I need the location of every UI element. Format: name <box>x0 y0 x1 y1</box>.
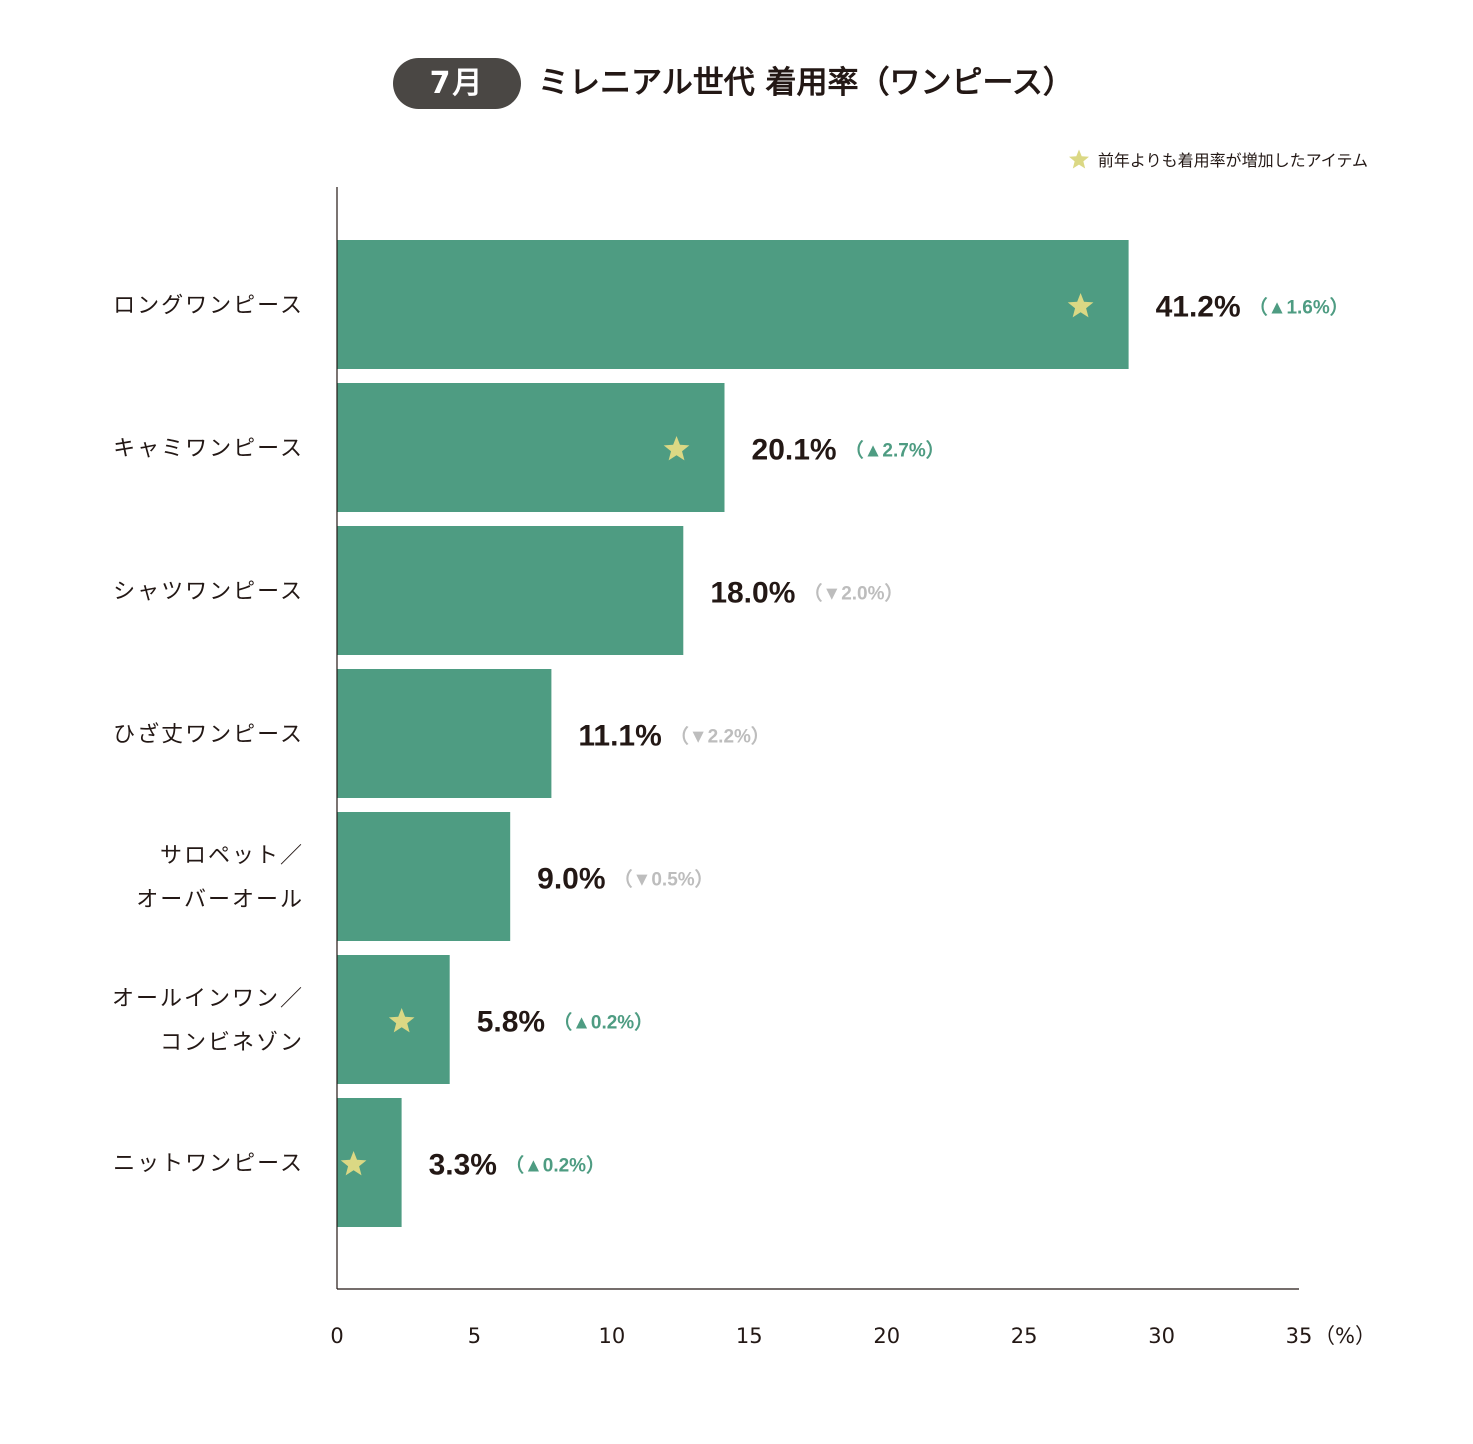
change-label: （▲0.2%） <box>553 1011 653 1034</box>
x-tick-label: 25 <box>1011 1324 1038 1348</box>
x-tick-label: 10 <box>598 1324 625 1348</box>
labels-group: ロングワンピース 41.2% （▲1.6%） キャミワンピース 20.1% （▲2.7%）… <box>112 291 1349 1182</box>
legend-label: 前年よりも着用率が増加したアイテム <box>1097 151 1368 170</box>
value-label: 9.0% <box>537 863 605 896</box>
category-label: ひざ丈ワンピース <box>113 722 304 748</box>
x-tick-label: 15 <box>736 1324 763 1348</box>
x-tick-label: 0 <box>330 1324 343 1348</box>
category-label: ニットワンピース <box>113 1152 304 1177</box>
month-badge: 7月 <box>393 58 521 109</box>
category-label: シャツワンピース <box>113 580 304 605</box>
legend: 前年よりも着用率が増加したアイテム <box>1068 147 1368 171</box>
value-label: 41.2% <box>1156 291 1241 324</box>
axes-group: 0 5 10 15 20 25 30 35 （%） <box>330 187 1376 1348</box>
bar-0 <box>337 240 1129 369</box>
bar-4 <box>337 812 511 941</box>
bar-3 <box>337 669 552 798</box>
category-label: オールインワン／コンビネゾン <box>112 987 304 1056</box>
category-label: キャミワンピース <box>113 437 304 462</box>
value-label: 20.1% <box>752 434 837 467</box>
star-icon <box>1067 293 1094 318</box>
month-label: 7月 <box>429 66 485 101</box>
bar-1 <box>337 383 725 512</box>
change-label: （▲2.7%） <box>845 439 945 462</box>
star-icon <box>340 1151 367 1176</box>
star-icon <box>663 436 690 461</box>
change-label: （▲1.6%） <box>1249 296 1349 319</box>
change-label: （▲0.2%） <box>505 1154 605 1177</box>
x-tick-label: 30 <box>1148 1324 1175 1348</box>
change-label: （▼0.5%） <box>614 868 714 891</box>
value-label: 3.3% <box>429 1149 497 1182</box>
category-label: サロペット／オーバーオール <box>136 844 304 913</box>
chart-title: ミレニアル世代 着用率（ワンピース） <box>538 65 1074 101</box>
star-icon <box>388 1008 415 1033</box>
category-label: ロングワンピース <box>113 294 304 319</box>
value-label: 11.1% <box>578 720 661 753</box>
x-tick-label: 35 <box>1286 1324 1313 1348</box>
change-label: （▼2.0%） <box>803 582 903 605</box>
bar-2 <box>337 526 684 655</box>
star-icon <box>1068 149 1089 169</box>
bars-group <box>337 240 1129 1227</box>
chart-header: 7月 ミレニアル世代 着用率（ワンピース） <box>0 0 1473 130</box>
value-label: 18.0% <box>710 577 795 610</box>
x-tick-label: 5 <box>468 1324 481 1348</box>
x-tick-label: 20 <box>873 1324 900 1348</box>
x-unit-label: （%） <box>1314 1324 1376 1348</box>
value-label: 5.8% <box>477 1006 545 1039</box>
change-label: （▼2.2%） <box>670 725 770 748</box>
